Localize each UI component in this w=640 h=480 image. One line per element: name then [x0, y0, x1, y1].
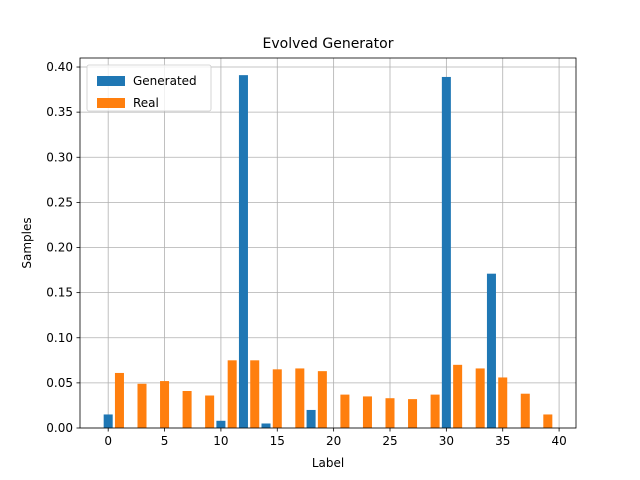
- bar-real: [362, 396, 372, 428]
- legend-swatch-generated: [97, 76, 125, 86]
- x-tick-label: 5: [161, 434, 169, 448]
- legend-label-generated: Generated: [133, 74, 197, 88]
- x-tick-label: 25: [382, 434, 397, 448]
- bars: [103, 75, 553, 429]
- x-tick-label: 40: [551, 434, 566, 448]
- x-tick-label: 35: [495, 434, 510, 448]
- y-tick-label: 0.10: [46, 331, 73, 345]
- x-tick-label: 20: [326, 434, 341, 448]
- y-tick-label: 0.35: [46, 105, 73, 119]
- legend-label-real: Real: [133, 96, 159, 110]
- x-tick-label: 15: [270, 434, 285, 448]
- x-tick-label: 30: [439, 434, 454, 448]
- bar-real: [272, 369, 282, 428]
- bar-real: [182, 391, 192, 428]
- bar-real: [498, 377, 508, 428]
- bar-real: [205, 395, 215, 428]
- chart-title: Evolved Generator: [263, 36, 394, 52]
- bar-generated: [238, 75, 248, 429]
- bar-real: [317, 371, 327, 428]
- bar-generated: [306, 409, 316, 428]
- bar-real: [340, 394, 350, 428]
- y-tick-label: 0.20: [46, 241, 73, 255]
- bar-real: [137, 383, 147, 428]
- bar-real: [520, 393, 530, 428]
- x-axis-label: Label: [312, 456, 344, 470]
- x-axis-ticks: 0 5 10 15 20 25 30 35 40: [104, 428, 567, 448]
- bar-generated: [103, 414, 113, 428]
- y-axis-ticks: 0.00 0.05 0.10 0.15 0.20 0.25 0.30 0.35 0.40: [46, 60, 80, 435]
- y-tick-label: 0.25: [46, 195, 73, 209]
- y-tick-label: 0.05: [46, 376, 73, 390]
- bar-generated: [261, 423, 271, 428]
- bar-real: [160, 381, 170, 428]
- bar-real: [227, 360, 237, 428]
- bar-generated: [486, 273, 496, 428]
- y-tick-label: 0.00: [46, 421, 73, 435]
- bar-real: [250, 360, 260, 428]
- x-tick-label: 10: [213, 434, 228, 448]
- bar-real: [543, 414, 553, 428]
- bar-generated: [441, 76, 451, 428]
- bar-real: [295, 368, 305, 428]
- bar-real: [114, 372, 124, 428]
- bar-generated: [216, 420, 226, 428]
- y-tick-label: 0.30: [46, 150, 73, 164]
- legend: Generated Real: [86, 64, 212, 112]
- bar-real: [453, 364, 463, 428]
- legend-swatch-real: [97, 98, 125, 108]
- bar-real: [385, 398, 395, 428]
- y-tick-label: 0.15: [46, 286, 73, 300]
- bar-real: [430, 394, 440, 428]
- x-tick-label: 0: [104, 434, 112, 448]
- y-axis-label: Samples: [20, 217, 34, 268]
- bar-real: [408, 399, 418, 428]
- plot-frame: [79, 57, 577, 429]
- y-tick-label: 0.40: [46, 60, 73, 74]
- bar-real: [475, 368, 485, 428]
